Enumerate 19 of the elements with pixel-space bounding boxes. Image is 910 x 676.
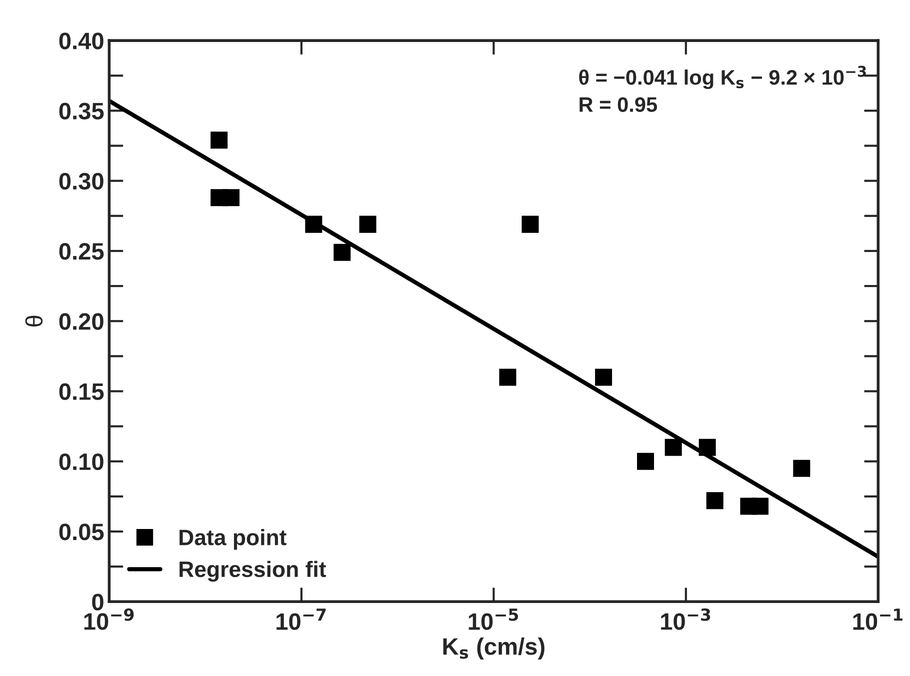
y-tick-label: 0.25	[59, 243, 104, 260]
y-tick-label: 0.40	[59, 32, 104, 50]
y-tick-label: 0.30	[59, 172, 104, 190]
y-tick-label: 0.20	[59, 313, 104, 330]
x-tick-label: 10$^{−1}$	[853, 608, 903, 630]
legend-label: Regression fit	[180, 560, 326, 582]
annotation: R = 0.95	[580, 97, 658, 112]
annotation: θ = −0.041 log K$_{s}$ − 9.2 × 10$^{−3}$	[579, 66, 866, 90]
y-tick-label: 0.15	[59, 383, 104, 400]
y-axis-title: θ	[25, 316, 43, 326]
legend-label: Data point	[180, 529, 286, 550]
y-tick-label: 0	[92, 594, 104, 610]
y-tick-label: 0.35	[59, 102, 104, 120]
y-tick-label: 0.10	[59, 453, 104, 470]
x-tick-label: 10$^{−7}$	[276, 608, 326, 630]
x-tick-label: 10$^{−5}$	[468, 608, 518, 630]
y-tick-label: 0.05	[59, 524, 104, 540]
x-tick-label: 10$^{−3}$	[661, 608, 710, 630]
x-axis-title: K$_{s}$ (cm/s)	[443, 638, 544, 660]
